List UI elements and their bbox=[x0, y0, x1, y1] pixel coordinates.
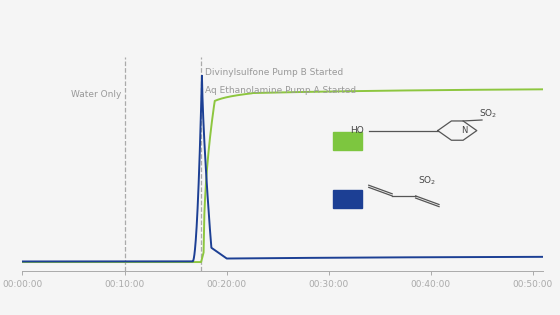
Text: HO: HO bbox=[350, 126, 363, 135]
Text: SO$_2$: SO$_2$ bbox=[479, 107, 498, 120]
FancyBboxPatch shape bbox=[333, 190, 362, 208]
Text: N: N bbox=[461, 126, 468, 135]
Text: SO$_2$: SO$_2$ bbox=[418, 175, 436, 187]
FancyBboxPatch shape bbox=[333, 132, 362, 150]
Text: Water Only: Water Only bbox=[71, 90, 121, 99]
Text: Divinylsulfone Pump B Started: Divinylsulfone Pump B Started bbox=[206, 68, 344, 77]
Text: Aq Ethanolamine Pump A Started: Aq Ethanolamine Pump A Started bbox=[206, 86, 357, 95]
